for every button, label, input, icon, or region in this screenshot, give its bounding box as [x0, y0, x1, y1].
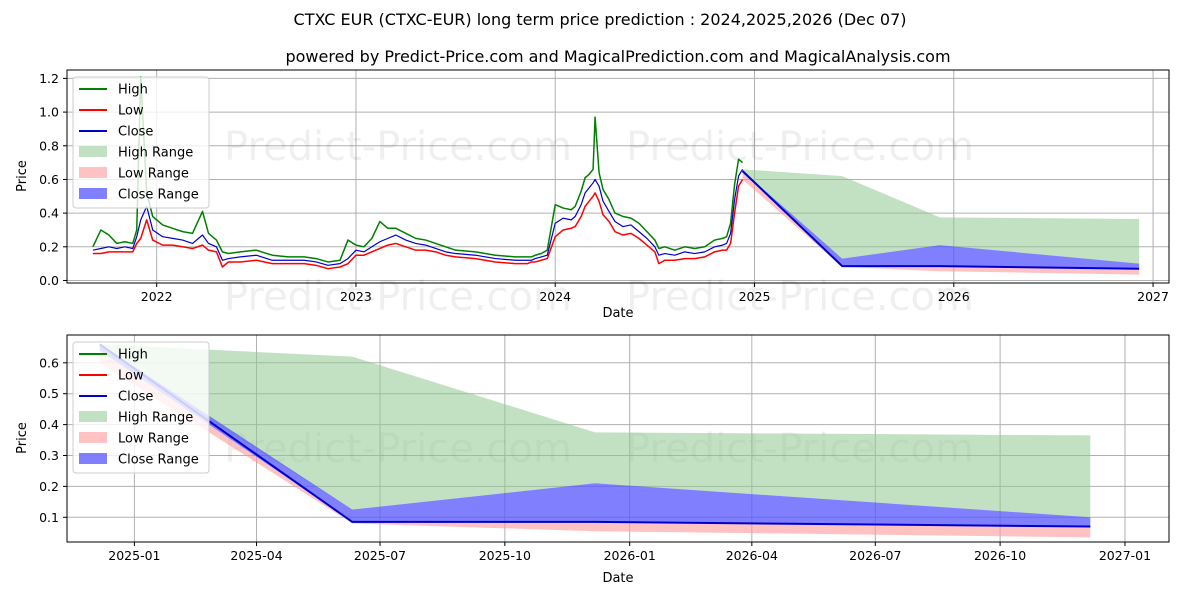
- legend-swatch-close-range: [79, 188, 107, 199]
- high-range-band: [99, 344, 1091, 518]
- close-forecast-line: [99, 343, 1091, 528]
- close-range-band: [99, 344, 1091, 527]
- bottom-series: [99, 343, 1091, 538]
- bottom-plot-frame: [66, 334, 1170, 543]
- x-tick-label: 2022: [141, 289, 173, 304]
- close-forecast-line: [741, 170, 1140, 270]
- y-tick-label: 0.6: [39, 172, 59, 187]
- legend-swatch-high-range: [79, 411, 107, 422]
- legend-label-high: High: [118, 348, 148, 363]
- y-tick-label: 0.0: [39, 273, 59, 288]
- top-plot-frame: [66, 69, 1170, 284]
- chart-subtitle: powered by Predict-Price.com and Magical…: [285, 47, 950, 66]
- legend-label-high: High: [118, 83, 148, 98]
- watermark-text: Predict-Price.com: [224, 124, 572, 170]
- legend-swatch-close-range: [79, 453, 107, 464]
- y-tick-label: 0.2: [39, 239, 59, 254]
- x-tick-label: 2025: [739, 289, 771, 304]
- y-tick-label: 1.2: [39, 71, 59, 86]
- legend-label-high-range: High Range: [118, 146, 193, 161]
- y-tick-label: 0.6: [39, 355, 59, 370]
- x-tick-label: 2024: [539, 289, 571, 304]
- bottom-y-axis-label: Price: [15, 422, 30, 454]
- legend-label-low: Low: [118, 104, 144, 119]
- y-tick-label: 0.8: [39, 138, 59, 153]
- x-tick-label: 2026-10: [974, 548, 1026, 563]
- x-tick-label: 2026-04: [726, 548, 778, 563]
- x-tick-label: 2027-01: [1099, 548, 1151, 563]
- top-panel: Predict-Price.com Predict-Price.com Pred…: [15, 69, 1170, 321]
- y-tick-label: 1.0: [39, 105, 59, 120]
- x-tick-label: 2025-01: [108, 548, 160, 563]
- legend-swatch-high-range: [79, 146, 107, 157]
- y-tick-label: 0.3: [39, 448, 59, 463]
- high-range-band: [742, 169, 1140, 264]
- low-line: [92, 179, 744, 270]
- x-tick-label: 2027: [1137, 289, 1169, 304]
- y-tick-label: 0.2: [39, 479, 59, 494]
- watermark-text: Predict-Price.com: [626, 124, 974, 170]
- x-tick-label: 2023: [340, 289, 372, 304]
- legend-swatch-low-range: [79, 432, 107, 443]
- bottom-panel: Predict-Price.com Predict-Price.com 2025…: [15, 334, 1170, 586]
- watermark-text: Predict-Price.com: [224, 274, 572, 320]
- x-tick-label: 2025-07: [354, 548, 406, 563]
- bottom-ticks: 2025-01 2025-04 2025-07 2025-10 2026-01 2026-…: [39, 355, 1151, 563]
- x-tick-label: 2026: [938, 289, 970, 304]
- top-watermarks: Predict-Price.com Predict-Price.com Pred…: [224, 124, 974, 320]
- top-y-axis-label: Price: [15, 160, 30, 192]
- legend-label-close-range: Close Range: [118, 188, 199, 203]
- bottom-legend: High Low Close High Range Low Range Clos…: [72, 341, 210, 474]
- y-tick-label: 0.4: [39, 417, 59, 432]
- top-x-axis-label: Date: [602, 306, 633, 321]
- legend-swatch-low-range: [79, 167, 107, 178]
- legend-label-low: Low: [118, 369, 144, 384]
- x-tick-label: 2025-04: [230, 548, 282, 563]
- watermark-text: Predict-Price.com: [626, 274, 974, 320]
- high-line: [92, 75, 744, 263]
- legend-label-high-range: High Range: [118, 411, 193, 426]
- legend-label-low-range: Low Range: [118, 432, 189, 447]
- y-tick-label: 0.4: [39, 206, 59, 221]
- top-grid: [67, 70, 1169, 283]
- y-tick-label: 0.1: [39, 510, 59, 525]
- bottom-x-axis-label: Date: [602, 571, 633, 586]
- top-legend: High Low Close High Range Low Range Clos…: [72, 76, 210, 209]
- x-tick-label: 2026-07: [849, 548, 901, 563]
- close-range-band: [742, 171, 1140, 269]
- legend-label-close: Close: [118, 390, 153, 405]
- x-tick-label: 2026-01: [604, 548, 656, 563]
- top-ticks: 2022 2023 2024 2025 2026 2027 0.0 0.2 0.4 0.6 0.8 1…: [39, 71, 1169, 304]
- chart-title: CTXC EUR (CTXC-EUR) long term price pred…: [294, 10, 907, 29]
- x-tick-label: 2025-10: [479, 548, 531, 563]
- legend-label-close: Close: [118, 125, 153, 140]
- y-tick-label: 0.5: [39, 386, 59, 401]
- legend-label-close-range: Close Range: [118, 453, 199, 468]
- close-line: [92, 169, 744, 266]
- legend-label-low-range: Low Range: [118, 167, 189, 182]
- top-series: [92, 75, 1140, 275]
